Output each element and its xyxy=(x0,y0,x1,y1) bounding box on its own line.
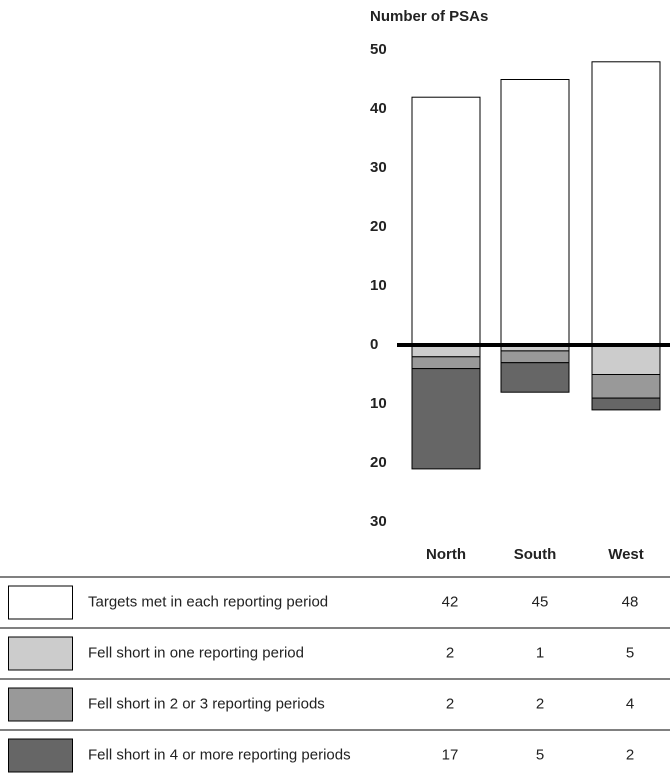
x-tick-label: South xyxy=(514,546,557,563)
y-axis-label: Number of PSAs xyxy=(370,8,488,25)
bar-segment xyxy=(411,368,481,470)
y-tick-label: 30 xyxy=(370,513,387,530)
bar-segment xyxy=(411,96,481,346)
bar-segment xyxy=(411,356,481,370)
table-value: 2 xyxy=(446,695,454,712)
table-value: 48 xyxy=(622,593,639,610)
legend-swatch xyxy=(8,738,73,773)
table-value: 2 xyxy=(536,695,544,712)
table-value: 2 xyxy=(446,644,454,661)
y-tick-label: 0 xyxy=(370,336,378,353)
x-tick-label: West xyxy=(608,546,644,563)
bar-segment xyxy=(591,397,661,411)
legend-swatch xyxy=(8,636,73,671)
bar-segment xyxy=(591,374,661,399)
y-tick-label: 50 xyxy=(370,41,387,58)
y-tick-label: 10 xyxy=(370,277,387,294)
y-tick-label: 10 xyxy=(370,395,387,412)
table-value: 4 xyxy=(626,695,634,712)
y-tick-label: 40 xyxy=(370,100,387,117)
table-value: 2 xyxy=(626,746,634,763)
table-value: 42 xyxy=(442,593,459,610)
y-tick-label: 30 xyxy=(370,159,387,176)
table-value: 45 xyxy=(532,593,549,610)
bar-segment xyxy=(500,350,570,364)
y-tick-label: 20 xyxy=(370,218,387,235)
bar-segment xyxy=(500,79,570,346)
bar-segment xyxy=(500,362,570,393)
table-value: 1 xyxy=(536,644,544,661)
legend-swatch xyxy=(8,687,73,722)
y-tick-label: 20 xyxy=(370,454,387,471)
legend-swatch xyxy=(8,585,73,620)
table-value: 5 xyxy=(536,746,544,763)
x-tick-label: North xyxy=(426,546,466,563)
legend-label: Fell short in one reporting period xyxy=(88,644,304,661)
legend-label: Fell short in 4 or more reporting period… xyxy=(88,746,351,763)
bar-segment xyxy=(591,344,661,375)
table-value: 5 xyxy=(626,644,634,661)
bar-segment xyxy=(591,61,661,346)
legend-label: Targets met in each reporting period xyxy=(88,593,328,610)
legend-label: Fell short in 2 or 3 reporting periods xyxy=(88,695,325,712)
table-value: 17 xyxy=(442,746,459,763)
